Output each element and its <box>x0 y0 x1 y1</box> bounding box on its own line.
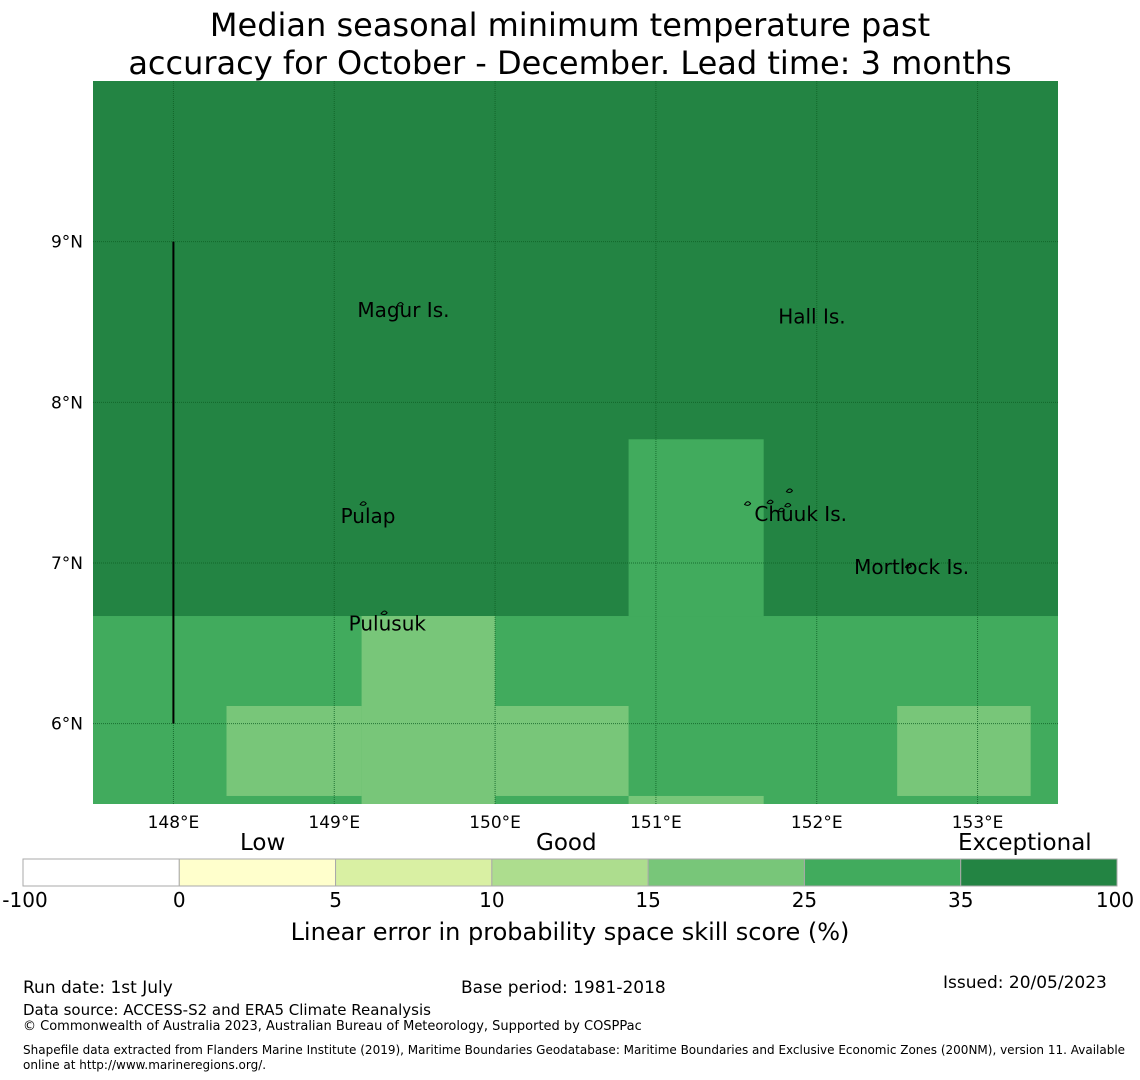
category-label-exceptional: Exceptional <box>958 830 1092 856</box>
island-outline <box>784 502 792 508</box>
data-source: Data source: ACCESS-S2 and ERA5 Climate … <box>23 1001 431 1019</box>
colorbar-cell <box>803 858 962 887</box>
lat-tick-label: 7°N <box>51 554 83 574</box>
island-outline <box>904 563 913 569</box>
lon-tick-label: 149°E <box>308 813 360 833</box>
colorbar-cell <box>22 858 180 887</box>
lon-tick-label: 148°E <box>148 813 200 833</box>
place-label: Pulap <box>341 504 396 528</box>
island-outline <box>396 302 404 307</box>
island-outline <box>785 488 794 493</box>
axis-tick-labels: 148°E 149°E 150°E 151°E 152°E 153°E 9°N 8°N 7°N 6… <box>51 233 1003 833</box>
colorbar-tick-label: -100 <box>2 888 48 912</box>
skill-regions <box>93 81 1058 804</box>
run-date: Run date: 1st July <box>23 978 173 998</box>
colorbar-cell <box>960 858 1118 887</box>
island-outline <box>777 507 785 513</box>
island-outlines <box>359 302 913 616</box>
place-label: Hall Is. <box>778 305 845 329</box>
lon-tick-label: 153°E <box>952 813 1004 833</box>
map-title: Median seasonal minimum temperature past… <box>0 6 1140 82</box>
lat-tick-label: 9°N <box>51 233 83 253</box>
issued-date: Issued: 20/05/2023 <box>943 973 1107 993</box>
place-label: Chuuk Is. <box>754 502 847 526</box>
skill-map: Magur Is. Hall Is. Pulap Chuuk Is. Mortlock … <box>22 81 1118 887</box>
place-label: Pulusuk <box>349 611 427 635</box>
skill-region-5 <box>628 795 764 804</box>
graticule <box>93 81 1058 804</box>
lon-tick-label: 150°E <box>469 813 521 833</box>
lat-tick-label: 8°N <box>51 393 83 413</box>
skill-region-1 <box>628 439 764 617</box>
map-title-line1: Median seasonal minimum temperature past <box>209 6 931 44</box>
colorbar-cell <box>335 858 493 887</box>
shapefile-credit-line2: online at http://www.marineregions.org/. <box>23 1058 267 1072</box>
colorbar-tick-label: 10 <box>479 888 505 912</box>
base-period: Base period: 1981-2018 <box>461 978 666 998</box>
colorbar-title: Linear error in probability space skill … <box>290 918 850 946</box>
island-outline <box>359 501 367 506</box>
colorbar-tick-label: 25 <box>791 888 818 912</box>
place-label: Magur Is. <box>357 298 449 322</box>
lon-tick-label: 151°E <box>630 813 682 833</box>
lat-tick-label: 6°N <box>51 715 83 735</box>
colorbar-tick-label: 35 <box>947 888 974 912</box>
category-label-low: Low <box>240 830 286 856</box>
colorbar-tick-label: 15 <box>635 888 661 912</box>
skill-region-6 <box>897 705 1031 796</box>
island-outline <box>380 610 388 616</box>
lon-tick-label: 152°E <box>791 813 843 833</box>
skill-region-3 <box>361 616 496 804</box>
colorbar <box>22 858 1118 887</box>
place-labels: Magur Is. Hall Is. Pulap Chuuk Is. Mortlock … <box>341 298 970 635</box>
skill-region-2 <box>226 705 362 796</box>
colorbar-cell <box>647 858 805 887</box>
skill-region-4 <box>495 705 629 796</box>
shapefile-credit-line1: Shapefile data extracted from Flanders M… <box>23 1043 1126 1057</box>
place-label: Mortlock Is. <box>854 555 969 579</box>
colorbar-tick-label: 100 <box>1095 888 1135 912</box>
colorbar-cell <box>491 858 649 887</box>
island-outline <box>766 499 774 505</box>
island-outline <box>743 501 752 506</box>
colorbar-tick-label: 0 <box>172 888 186 912</box>
category-label-good: Good <box>536 830 597 856</box>
map-title-line2: accuracy for October - December. Lead ti… <box>128 44 1012 82</box>
copyright-notice: © Commonwealth of Australia 2023, Austra… <box>23 1019 642 1034</box>
colorbar-tick-label: 5 <box>329 888 342 912</box>
colorbar-cell <box>178 858 337 887</box>
